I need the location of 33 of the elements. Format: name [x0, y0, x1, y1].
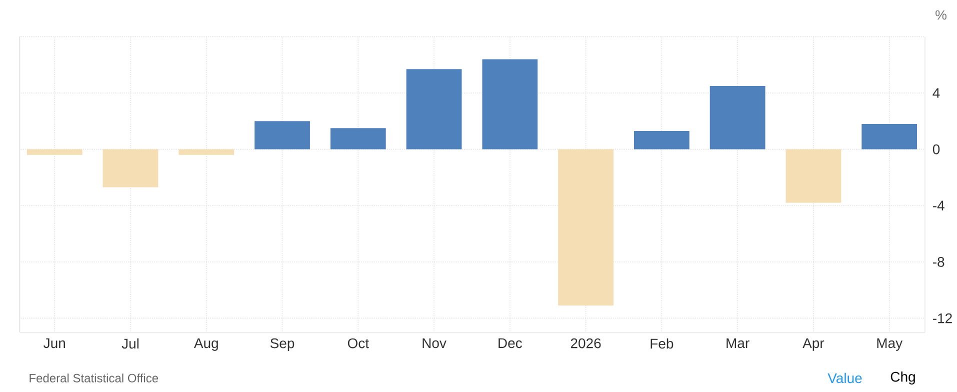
bar	[482, 59, 538, 150]
y-tick-label: -8	[933, 256, 944, 267]
y-tick-label: 4	[932, 88, 940, 98]
bar	[634, 131, 690, 150]
bar	[26, 149, 82, 155]
bar	[102, 149, 158, 188]
bar	[178, 149, 234, 155]
x-tick-label: Aug	[194, 338, 218, 351]
y-tick-label: 0	[932, 144, 940, 154]
x-tick-label: Feb	[650, 338, 674, 349]
bar	[330, 128, 386, 150]
x-tick-label: Mar	[726, 338, 750, 348]
y-tick-label: -4	[933, 200, 944, 210]
x-tick-label: May	[877, 338, 903, 351]
x-tick-label: Apr	[802, 338, 824, 351]
bar	[862, 124, 918, 150]
bar	[254, 121, 310, 150]
x-tick-label: Nov	[422, 338, 446, 348]
bar	[406, 69, 462, 150]
y-axis-title: %	[936, 10, 946, 20]
x-tick-label: 2026	[570, 338, 601, 348]
bar	[710, 86, 766, 150]
bar	[786, 149, 842, 203]
x-tick-label: Jul	[122, 338, 139, 349]
x-tick-label: Oct	[348, 338, 369, 348]
x-tick-label: Dec	[498, 338, 522, 348]
text: Federal Statistical Office	[30, 374, 158, 382]
bar	[558, 149, 614, 306]
x-tick-label: Jun	[44, 338, 65, 348]
y-tick-label: -12	[933, 313, 952, 324]
x-tick-label: Sep	[270, 338, 294, 352]
text: Chg	[890, 371, 915, 385]
text: Value	[828, 372, 862, 384]
